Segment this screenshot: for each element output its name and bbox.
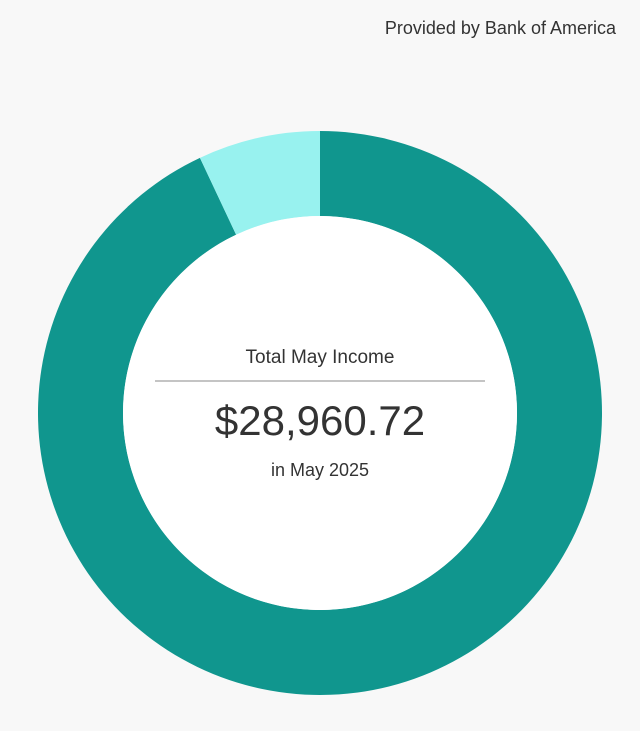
donut-segment: [199, 131, 320, 235]
center-period: in May 2025: [271, 460, 369, 480]
center-title: Total May Income: [246, 347, 395, 368]
donut-hole: [123, 216, 517, 610]
donut-chart: [37, 131, 603, 695]
center-amount: $28,960.72: [215, 397, 425, 444]
provider-note: Provided by Bank of America: [385, 18, 617, 38]
donut-segment: [37, 131, 603, 695]
